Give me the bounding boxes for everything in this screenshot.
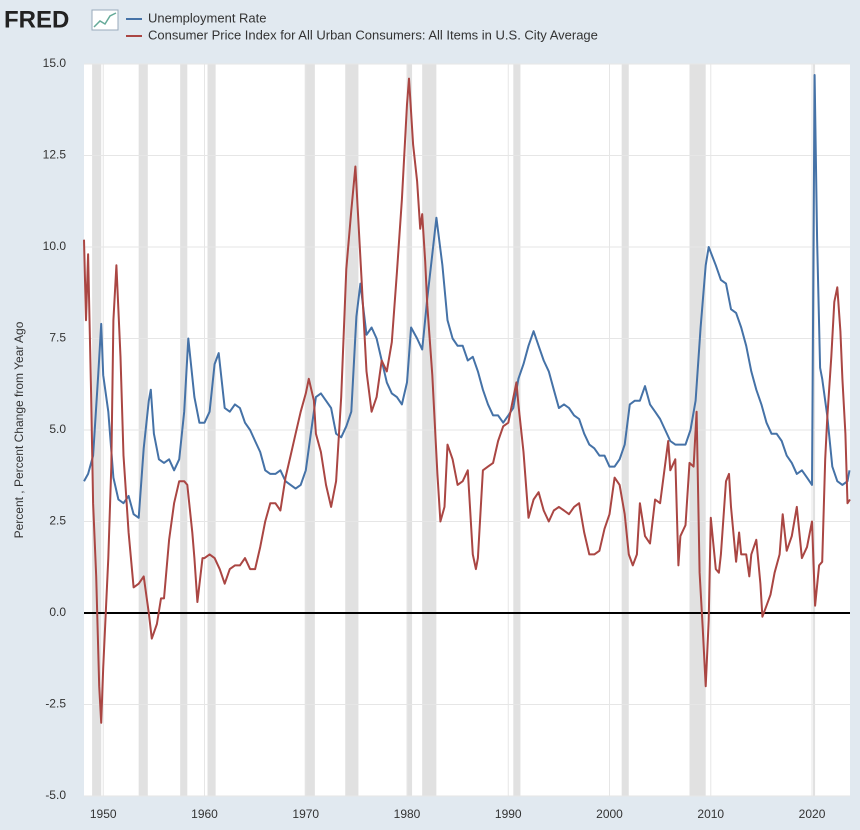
legend-label: Unemployment Rate xyxy=(148,10,267,25)
x-tick-label: 1950 xyxy=(90,807,117,821)
y-tick-label: 10.0 xyxy=(43,239,67,253)
y-tick-label: 15.0 xyxy=(43,56,67,70)
x-tick-label: 2020 xyxy=(799,807,826,821)
y-tick-label: 0.0 xyxy=(49,605,66,619)
y-tick-label: 7.5 xyxy=(49,331,66,345)
x-tick-label: 2000 xyxy=(596,807,623,821)
x-tick-label: 1960 xyxy=(191,807,218,821)
x-tick-label: 1970 xyxy=(292,807,319,821)
y-axis-label: Percent , Percent Change from Year Ago xyxy=(12,321,26,538)
series-line xyxy=(83,77,851,724)
y-tick-label: 12.5 xyxy=(43,148,67,162)
x-tick-label: 2010 xyxy=(697,807,724,821)
series-line xyxy=(83,74,851,519)
y-tick-label: 5.0 xyxy=(49,422,66,436)
legend-label: Consumer Price Index for All Urban Consu… xyxy=(148,27,598,42)
y-tick-label: -2.5 xyxy=(45,697,66,711)
y-tick-label: -5.0 xyxy=(45,788,66,802)
logo-icon xyxy=(91,9,119,31)
logo: FRED xyxy=(4,6,69,33)
x-tick-label: 1980 xyxy=(394,807,421,821)
y-tick-label: 2.5 xyxy=(49,514,66,528)
x-tick-label: 1990 xyxy=(495,807,522,821)
